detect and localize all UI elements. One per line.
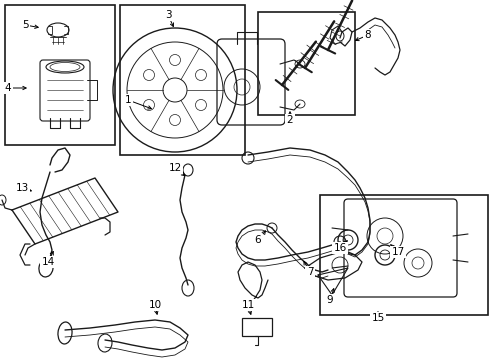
Bar (120, 5, 245, 155)
Bar (242, 318, 272, 336)
Text: 8: 8 (365, 30, 371, 40)
Text: 12: 12 (169, 163, 182, 173)
Text: 15: 15 (371, 313, 385, 323)
Bar (258, 12, 355, 115)
Bar (5, 5, 115, 145)
Text: 1: 1 (124, 95, 131, 105)
Text: 11: 11 (242, 300, 255, 310)
Text: 7: 7 (307, 267, 313, 277)
Text: 10: 10 (148, 300, 162, 310)
Text: 4: 4 (5, 83, 11, 93)
Text: 16: 16 (333, 243, 346, 253)
Text: 13: 13 (15, 183, 28, 193)
Text: 2: 2 (287, 115, 294, 125)
Text: 17: 17 (392, 247, 405, 257)
Text: 9: 9 (327, 295, 333, 305)
Text: 5: 5 (22, 20, 28, 30)
Bar (320, 195, 488, 315)
Text: 3: 3 (165, 10, 172, 20)
Text: 14: 14 (41, 257, 54, 267)
Text: 6: 6 (255, 235, 261, 245)
